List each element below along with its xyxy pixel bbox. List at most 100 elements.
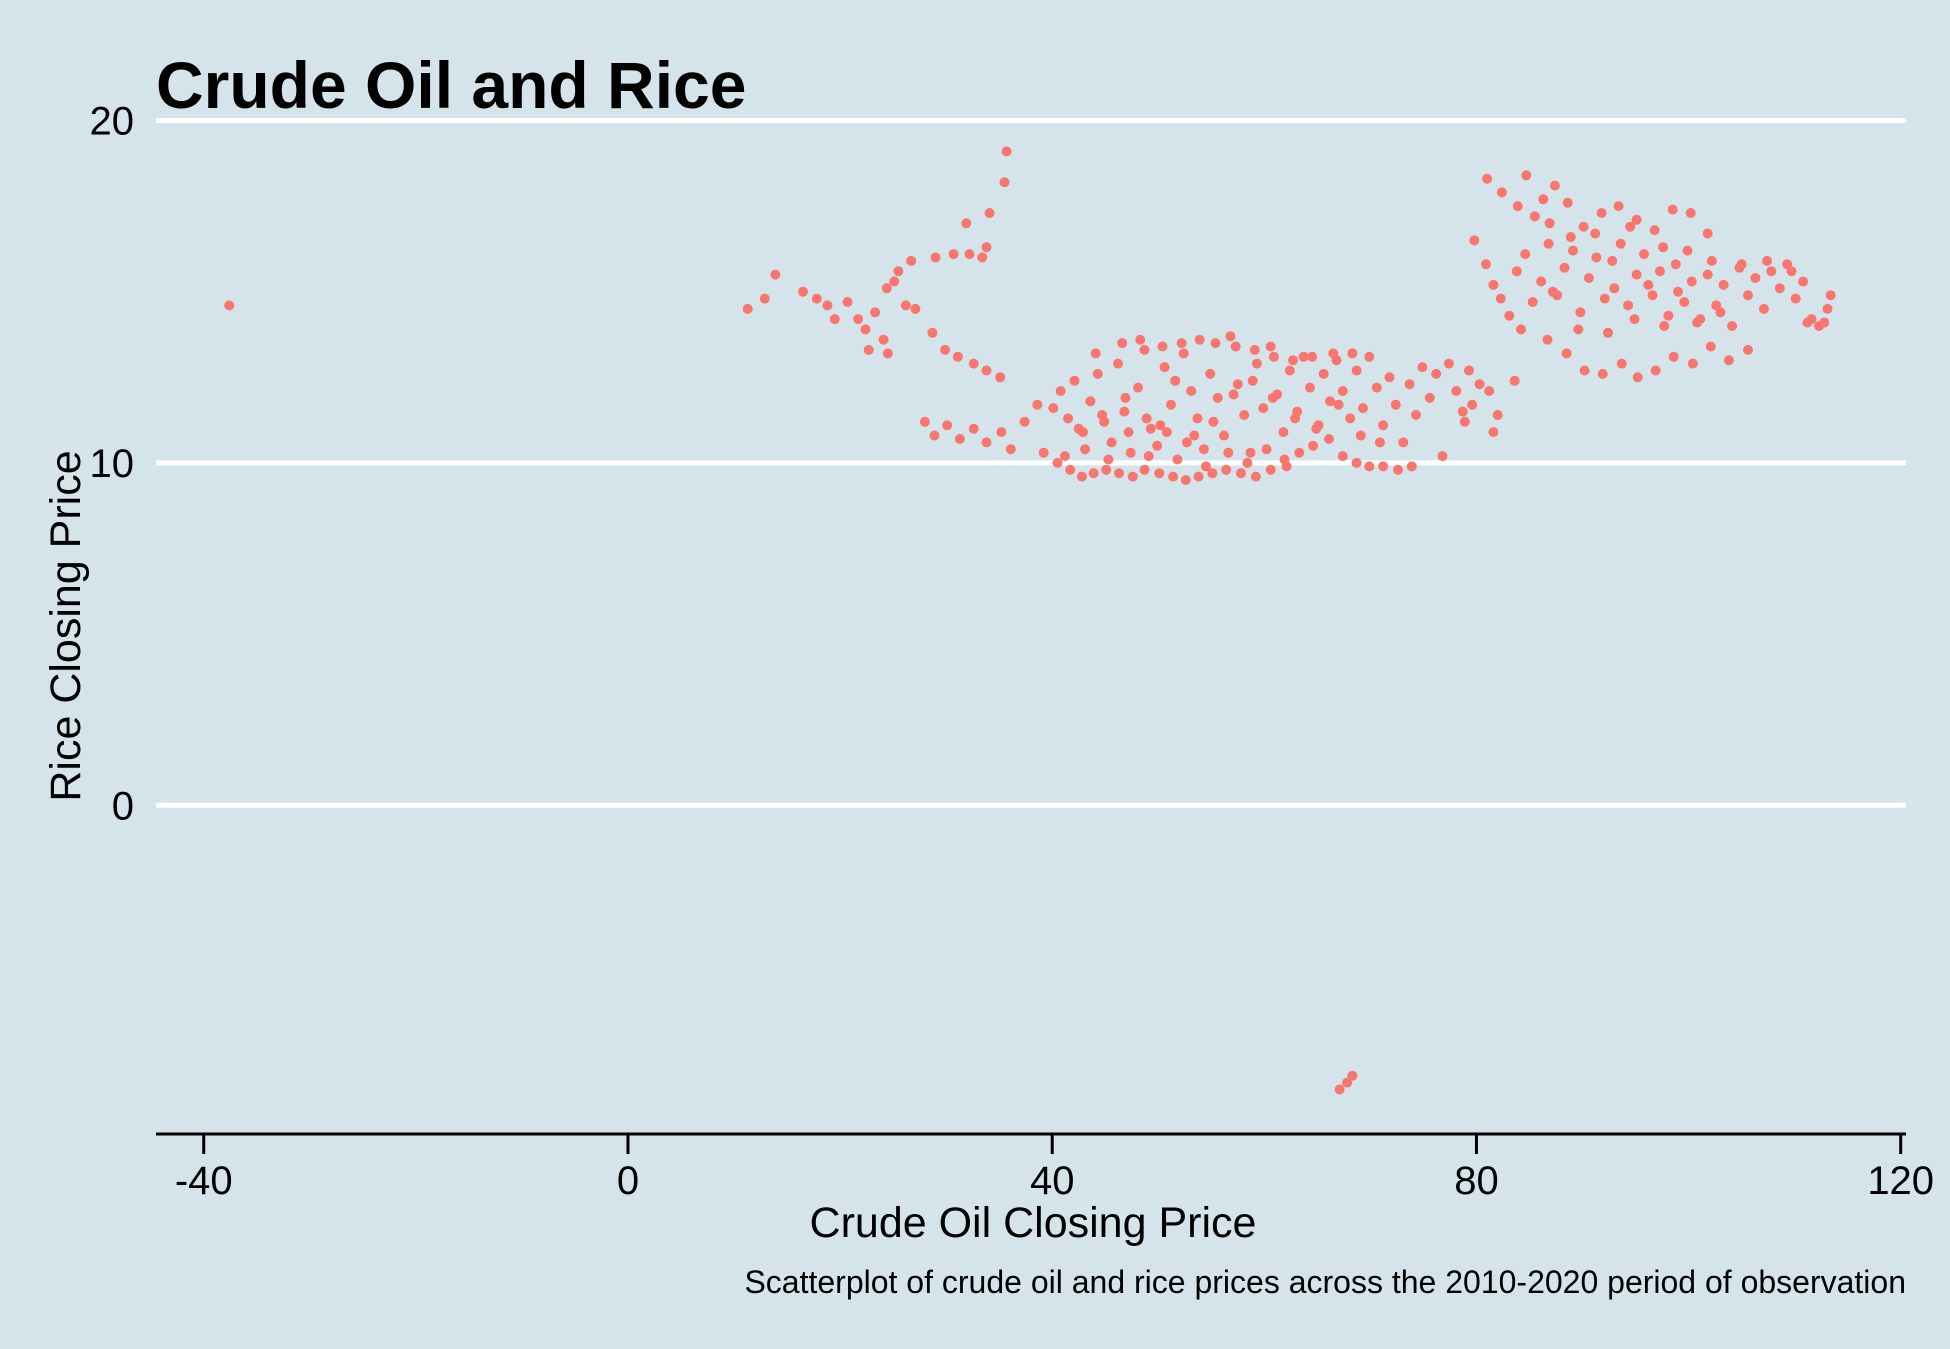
scatter-point — [1643, 279, 1654, 290]
scatter-point — [1687, 358, 1698, 369]
scatter-point — [1247, 375, 1258, 386]
scatter-point — [1120, 392, 1131, 403]
scatter-point — [1342, 1077, 1353, 1088]
scatter-point — [863, 344, 874, 355]
scatter-point — [1603, 327, 1613, 338]
scatter-point — [1117, 338, 1128, 349]
scatter-point — [1161, 427, 1172, 438]
scatter-point — [1069, 375, 1080, 386]
scatter-point — [1005, 444, 1016, 455]
scatter-point — [1265, 341, 1276, 352]
scatter-point — [1001, 146, 1012, 157]
scatter-point — [1092, 368, 1103, 379]
y-tick-label: 10 — [90, 442, 135, 486]
scatter-point — [1157, 341, 1168, 352]
scatter-point — [984, 208, 995, 218]
scatter-point — [1181, 437, 1192, 448]
scatter-point — [1609, 283, 1620, 294]
scatter-point — [1364, 351, 1375, 362]
scatter-point — [1786, 266, 1797, 277]
scatter-point — [1284, 365, 1295, 376]
scatter-point — [1245, 447, 1256, 458]
scatter-point — [1139, 464, 1150, 475]
scatter-point — [1575, 307, 1586, 318]
scatter-point — [1686, 276, 1697, 287]
scatter-point — [1347, 1070, 1358, 1081]
scatter-point — [1488, 427, 1499, 438]
scatter-point — [870, 307, 881, 318]
scatter-point — [1281, 461, 1292, 472]
scatter-point — [1798, 276, 1809, 287]
scatter-point — [1667, 204, 1678, 215]
scatter-point — [1207, 468, 1218, 479]
scatter-point — [1639, 249, 1649, 260]
scatter-point — [1307, 351, 1318, 362]
scatter-point — [1135, 334, 1146, 345]
scatter-point — [910, 303, 921, 314]
scatter-point — [929, 430, 940, 441]
scatter-point — [1615, 238, 1626, 249]
x-tick-label: 40 — [1030, 1159, 1075, 1203]
scatter-point — [1774, 283, 1785, 294]
scatter-point — [878, 334, 889, 345]
scatter-point — [1189, 430, 1200, 441]
scatter-point — [1374, 437, 1385, 448]
scatter-point — [1384, 372, 1395, 383]
data-points — [224, 146, 1836, 1095]
scatter-point — [964, 249, 975, 260]
scatter-point — [1265, 464, 1276, 475]
scatter-point — [1437, 451, 1448, 462]
scatter-point — [1536, 276, 1547, 287]
scatter-point — [1538, 194, 1549, 205]
scatter-point — [1290, 413, 1301, 424]
scatter-point — [1172, 454, 1183, 465]
scatter-point — [1351, 365, 1362, 376]
scatter-point — [1232, 379, 1243, 390]
scatter-point — [1210, 338, 1221, 349]
gridlines — [156, 118, 1906, 808]
scatter-point — [1474, 379, 1485, 390]
scatter-point — [1225, 331, 1236, 342]
scatter-point — [1750, 273, 1761, 283]
scatter-point — [968, 423, 979, 434]
scatter-point — [1192, 413, 1203, 424]
scatter-point — [1308, 440, 1319, 451]
scatter-point — [1467, 399, 1478, 410]
scatter-point — [1727, 321, 1738, 331]
scatter-point — [1076, 471, 1087, 482]
scatter-point — [1495, 293, 1506, 304]
scatter-point — [1658, 242, 1669, 253]
scatter-point — [1504, 310, 1515, 321]
scatter-point — [1080, 444, 1091, 455]
scatter-point — [1527, 297, 1538, 307]
scatter-point — [1654, 266, 1665, 277]
scatter-point — [1141, 413, 1152, 424]
y-axis-ticks: 0 10 20 — [90, 100, 135, 829]
scatter-point — [1562, 197, 1573, 208]
scatter-point — [1168, 471, 1179, 482]
scatter-point — [1268, 351, 1279, 362]
scatter-point — [1573, 324, 1584, 335]
scatter-point — [1258, 403, 1269, 414]
scatter-point — [1193, 471, 1204, 482]
scatter-point — [906, 255, 917, 266]
scatter-point — [927, 327, 938, 338]
scatter-point — [1288, 355, 1298, 366]
scatter-point — [1464, 365, 1474, 376]
scatter-point — [1568, 245, 1578, 256]
scatter-point — [1143, 451, 1154, 462]
scatter-point — [1073, 423, 1084, 434]
scatter-point — [1250, 471, 1261, 482]
scatter-point — [1484, 386, 1495, 396]
scatter-point — [940, 344, 951, 355]
scatter-point — [1304, 382, 1315, 393]
scatter-point — [770, 269, 781, 280]
scatter-point — [1228, 389, 1239, 400]
chart-title: Crude Oil and Rice — [156, 48, 746, 122]
scatter-point — [1223, 447, 1234, 458]
scatter-point — [889, 276, 900, 287]
x-tick-label: 80 — [1454, 1159, 1499, 1203]
scatter-point — [1364, 461, 1375, 472]
scatter-point — [1032, 399, 1043, 410]
scatter-point — [1334, 1084, 1345, 1095]
